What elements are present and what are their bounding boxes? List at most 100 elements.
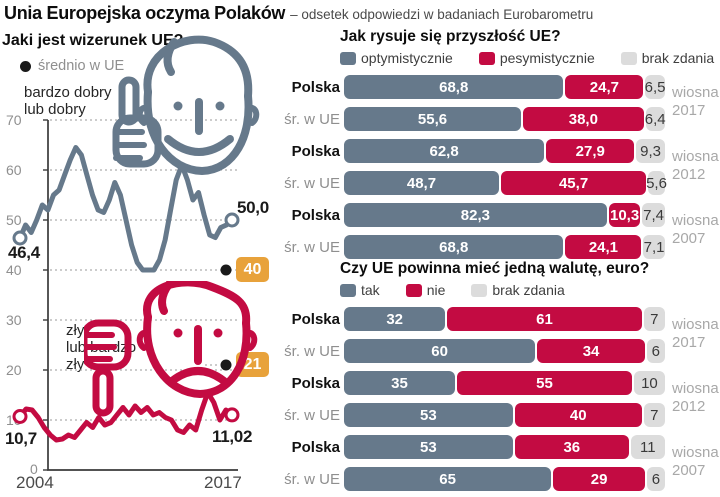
y-tick-label: 30 — [6, 312, 22, 328]
bar-row: Polska 53 36 11 — [283, 435, 720, 459]
row-label: Polska — [291, 78, 340, 96]
segment-value: 10 — [641, 374, 658, 392]
row-label: Polska — [291, 438, 340, 456]
good-end-value: 50,0 — [237, 198, 269, 217]
segment-value: 6 — [651, 342, 661, 360]
bar-row: śr. w UE 65 29 6 — [283, 467, 720, 491]
segment-value: 38,0 — [568, 110, 598, 128]
survey-wave-group: Polska 68,8 24,7 6,5 śr. w UE 55,6 38,0 6,4 wios… — [283, 75, 720, 131]
bar-segment: 9,3 — [636, 139, 665, 163]
season-label: wiosna 2007 — [672, 212, 719, 247]
legend-label: nie — [426, 282, 446, 298]
bar-segment: 40 — [514, 403, 642, 427]
eu-average-dot — [220, 359, 232, 371]
bar-segment: 24,1 — [565, 235, 642, 259]
legend-label: optymistycznie — [361, 50, 453, 66]
line-endpoint-marker — [224, 212, 240, 228]
avg-dot-icon — [20, 60, 31, 72]
stacked-bar: 53 36 11 — [344, 435, 665, 459]
bar-segment: 35 — [344, 371, 455, 395]
season-label: wiosna 2007 — [672, 444, 719, 479]
bar-row: Polska 68,8 24,7 6,5 — [283, 75, 720, 99]
bar-segment: 10 — [634, 371, 665, 395]
bar-row: śr. w UE 48,7 45,7 5,6 — [283, 171, 720, 195]
y-tick-label: 0 — [30, 461, 38, 477]
stacked-bar: 65 29 6 — [344, 467, 665, 491]
x-axis-end-label: 2017 — [204, 473, 242, 492]
segment-value: 45,7 — [558, 174, 589, 192]
legend-item: brak zdania — [620, 50, 715, 66]
segment-value: 36 — [563, 438, 581, 456]
legend-swatch-icon — [471, 283, 488, 297]
future-chart-title: Jak rysuje się przyszłość UE? — [340, 28, 561, 45]
bar-segment: 55 — [456, 371, 633, 395]
x-axis-start-label: 2004 — [16, 473, 54, 492]
bar-segment: 34 — [537, 339, 645, 363]
y-tick-label: 50 — [6, 212, 22, 228]
bar-segment: 65 — [344, 467, 552, 491]
survey-wave-group: Polska 62,8 27,9 9,3 śr. w UE 48,7 45,7 5,6 wios… — [283, 139, 720, 195]
legend-swatch-icon — [340, 51, 356, 65]
survey-wave-group: Polska 32 61 7 śr. w UE 60 34 6 wiosna 2017 — [283, 307, 720, 363]
bar-row: śr. w UE 60 34 6 — [283, 339, 720, 363]
eu-average-dot — [220, 264, 232, 276]
season-label: wiosna 2012 — [672, 148, 719, 183]
axis-lines — [47, 120, 238, 471]
segment-value: 68,8 — [439, 78, 469, 96]
row-label: śr. w UE — [284, 342, 340, 360]
segment-value: 6 — [651, 470, 661, 488]
stacked-bar: 35 55 10 — [344, 371, 665, 395]
bad-image-line — [17, 390, 235, 443]
euro-currency-chart: Czy UE powinna mieć jedną walutę, euro? … — [283, 260, 720, 497]
row-label: śr. w UE — [284, 406, 340, 424]
bar-segment: 5,6 — [646, 171, 667, 195]
image-question-heading: Jaki jest wizerunek UE? — [2, 32, 184, 49]
header: Unia Europejska oczyma Polaków – odsetek … — [4, 3, 593, 24]
segment-value: 53 — [420, 406, 437, 424]
bar-segment: 11 — [630, 435, 665, 459]
row-label: Polska — [291, 142, 340, 160]
segment-value: 34 — [582, 342, 600, 360]
euro-chart-rows: Polska 32 61 7 śr. w UE 60 34 6 wiosna 2017 Polska… — [283, 307, 720, 491]
future-chart-legend: optymistycznie pesymistycznie brak zdania — [340, 50, 720, 66]
segment-value: 40 — [569, 406, 587, 424]
stacked-bar: 48,7 45,7 5,6 — [344, 171, 667, 195]
stacked-bar: 68,8 24,1 7,1 — [344, 235, 665, 259]
page-subtitle: – odsetek odpowiedzi w badaniach Eurobar… — [290, 7, 594, 22]
segment-value: 32 — [386, 310, 403, 328]
season-label: wiosna 2017 — [672, 84, 719, 119]
segment-value: 5,6 — [646, 174, 667, 192]
segment-value: 65 — [439, 470, 456, 488]
legend-item: nie — [405, 282, 446, 298]
segment-value: 6,5 — [644, 78, 666, 96]
legend-item: tak — [340, 282, 380, 298]
bar-segment: 6 — [646, 339, 665, 363]
survey-wave-group: Polska 53 36 11 śr. w UE 65 29 6 wiosna 2007 — [283, 435, 720, 491]
legend-swatch-icon — [478, 51, 495, 65]
segment-value: 7,1 — [643, 238, 665, 256]
segment-value: 6,4 — [644, 110, 666, 128]
bar-row: Polska 32 61 7 — [283, 307, 720, 331]
legend-label: brak zdania — [641, 50, 715, 66]
bar-row: śr. w UE 68,8 24,1 7,1 — [283, 235, 720, 259]
line-endpoint-marker — [12, 409, 28, 424]
bar-segment: 36 — [514, 435, 629, 459]
stacked-bar: 55,6 38,0 6,4 — [344, 107, 666, 131]
bar-segment: 27,9 — [546, 139, 635, 163]
y-tick-label: 70 — [6, 112, 22, 128]
line-endpoint-marker — [224, 407, 240, 423]
bar-segment: 62,8 — [344, 139, 545, 163]
future-chart-rows: Polska 68,8 24,7 6,5 śr. w UE 55,6 38,0 6,4 wios… — [283, 75, 720, 259]
good-image-series-label: bardzo dobry lub dobry — [24, 84, 112, 118]
segment-value: 7 — [650, 406, 659, 424]
segment-value: 11 — [640, 438, 656, 456]
bar-row: śr. w UE 53 40 7 — [283, 403, 720, 427]
segment-value: 29 — [590, 470, 608, 488]
bar-segment: 53 — [344, 435, 513, 459]
segment-value: 68,8 — [439, 238, 469, 256]
row-label: Polska — [291, 310, 340, 328]
row-label: śr. w UE — [284, 174, 340, 192]
stacked-bar: 62,8 27,9 9,3 — [344, 139, 665, 163]
bar-row: Polska 35 55 10 — [283, 371, 720, 395]
